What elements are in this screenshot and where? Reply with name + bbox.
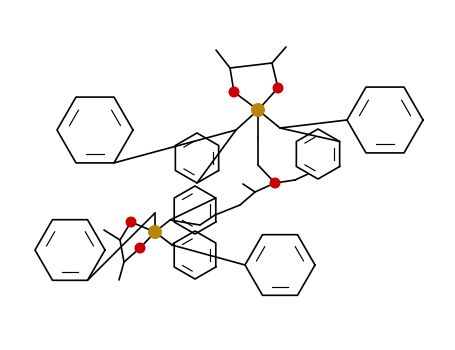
Circle shape (126, 217, 136, 228)
Circle shape (228, 86, 239, 98)
Circle shape (273, 83, 283, 93)
Circle shape (135, 243, 146, 253)
Circle shape (269, 177, 280, 189)
Circle shape (148, 225, 162, 239)
Circle shape (251, 103, 265, 117)
